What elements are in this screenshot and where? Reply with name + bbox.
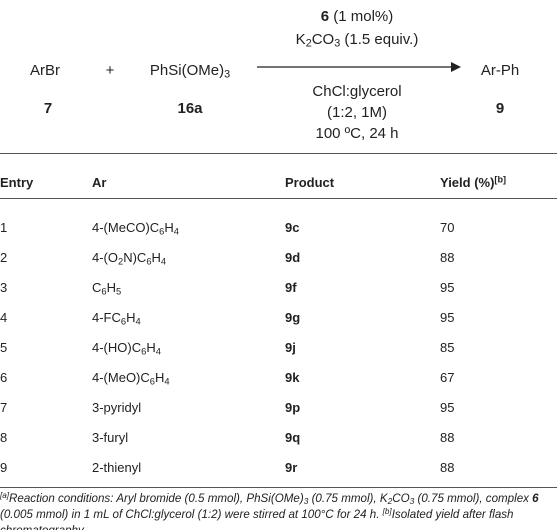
table-cell: 9q (285, 430, 301, 445)
table-cell: 88 (440, 430, 455, 445)
table-cell: 9p (285, 400, 301, 415)
reactant: ArBr (30, 62, 60, 79)
footnote-marker: [b] (382, 506, 392, 516)
plus: + (105, 62, 115, 79)
catalyst-number: 6 (320, 8, 330, 25)
table-cell: 1 (0, 220, 8, 235)
condition: (1:2, 1M) (326, 104, 388, 121)
table-cell: 3 (0, 280, 8, 295)
table-cell: 85 (440, 340, 455, 355)
table-cell: 5 (0, 340, 8, 355)
table-cell: 3-furyl (92, 430, 129, 445)
footnote: [a]Reaction conditions: Aryl bromide (0.… (0, 491, 552, 530)
column-header: Yield (%)[b] (440, 175, 506, 190)
condition: 100 ºC, 24 h (315, 125, 399, 142)
table-cell: 2 (0, 250, 8, 265)
table-cell: 9g (285, 310, 301, 325)
table-cell: 67 (440, 370, 455, 385)
table-cell: 9 (0, 460, 8, 475)
table-cell: 3-pyridyl (92, 400, 142, 415)
table-cell: 4-(O2N)C6H4 (92, 250, 167, 267)
footnote-bold: 6 (532, 492, 539, 505)
column-header: Entry (0, 175, 34, 190)
reactant: PhSi(OMe)3 (149, 62, 231, 81)
footnote-text: Reaction conditions: Aryl bromide (0.5 m… (9, 492, 533, 507)
table-cell: 70 (440, 220, 455, 235)
table-cell: 9f (285, 280, 297, 295)
table-cell: 9c (285, 220, 300, 235)
table-cell: 95 (440, 310, 455, 325)
table-cell: 88 (440, 460, 455, 475)
footnote-text: Isolated yield after flash chromatograph… (0, 508, 514, 530)
table-cell: 4-(HO)C6H4 (92, 340, 161, 357)
table-cell: 95 (440, 400, 455, 415)
arrow (257, 62, 461, 72)
header-text: Yield (%) (440, 175, 495, 190)
rule (0, 198, 557, 199)
table-cell: 4-(MeCO)C6H4 (92, 220, 179, 237)
rule (0, 487, 557, 488)
compound-number: 7 (43, 100, 53, 117)
table-cell: 6 (0, 370, 8, 385)
compound-number: 16a (177, 100, 203, 117)
footnote-marker: [b] (494, 174, 507, 185)
table-cell: 7 (0, 400, 8, 415)
compound-number: 9 (495, 100, 505, 117)
table-cell: 95 (440, 280, 455, 295)
column-header: Ar (92, 175, 107, 190)
footnote-marker: [a] (0, 490, 10, 500)
base: K2CO3 (1.5 equiv.) (295, 31, 419, 50)
column-header: Product (285, 175, 335, 190)
table-cell: 4-FC6H4 (92, 310, 141, 327)
table-cell: 8 (0, 430, 8, 445)
footnote-text: (0.005 mmol) in 1 mL of ChCl:glycerol (1… (0, 508, 383, 521)
table-cell: 4-(MeO)C6H4 (92, 370, 170, 387)
table-cell: 88 (440, 250, 455, 265)
condition: ChCl:glycerol (312, 83, 402, 100)
table-cell: 9r (285, 460, 298, 475)
table-cell: 2-thienyl (92, 460, 142, 475)
table-cell: 9d (285, 250, 301, 265)
rule (0, 153, 557, 154)
table-cell: 9k (285, 370, 300, 385)
product: Ar-Ph (480, 62, 520, 79)
table-cell: 4 (0, 310, 8, 325)
table-cell: C6H5 (92, 280, 122, 297)
catalyst-loading: (1 mol%) (329, 8, 394, 25)
table-cell: 9j (285, 340, 296, 355)
catalyst: 6 (1 mol%) (321, 8, 394, 25)
